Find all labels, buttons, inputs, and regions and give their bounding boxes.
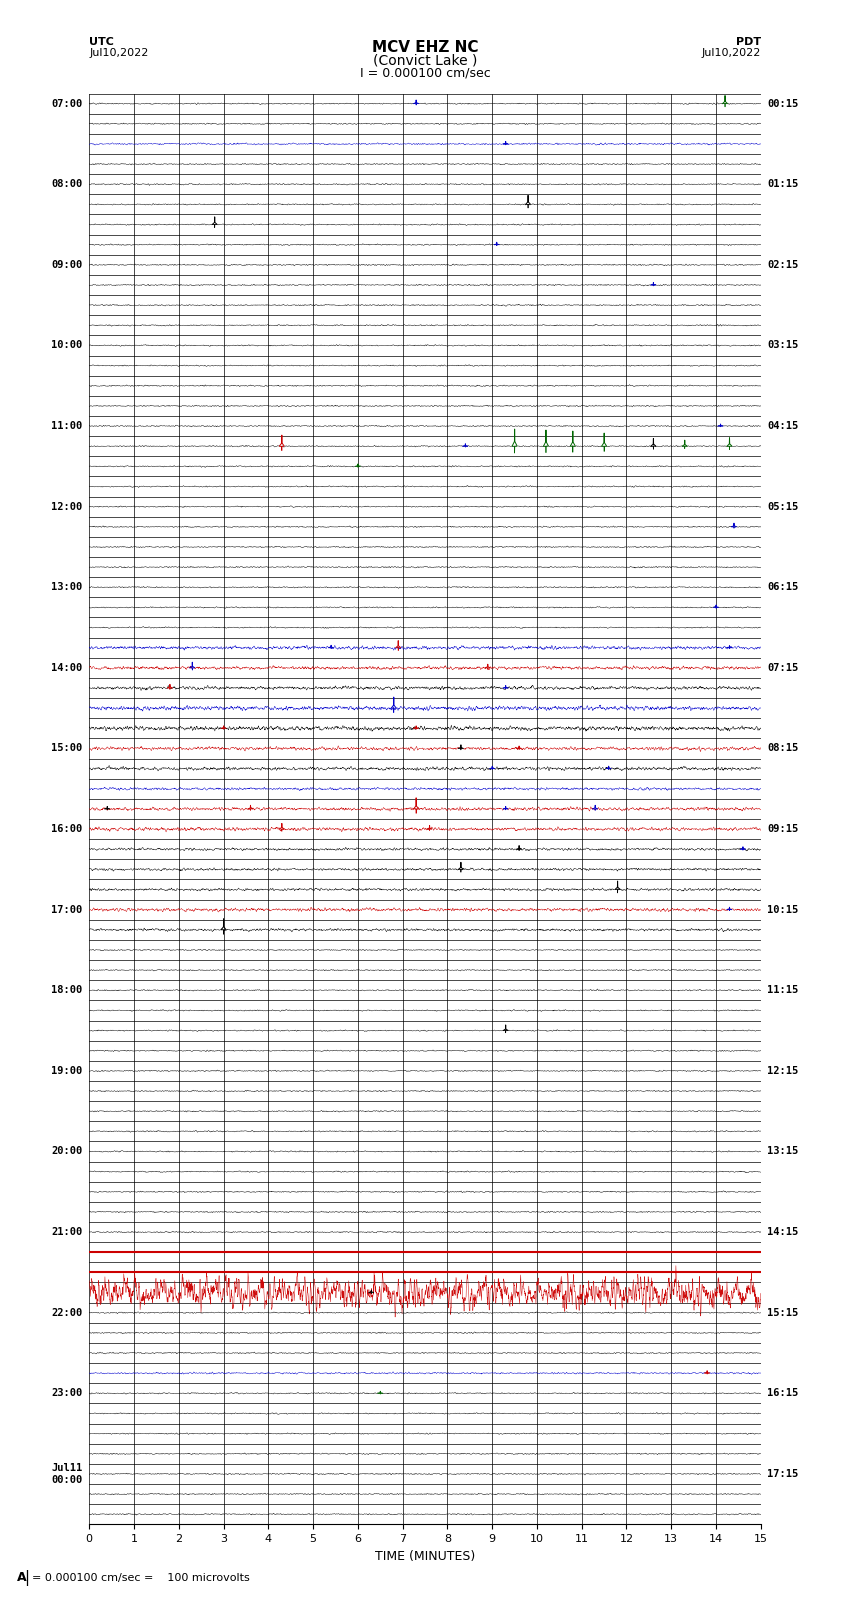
Text: A: A [17,1571,26,1584]
Text: 12:15: 12:15 [768,1066,799,1076]
Text: 22:00: 22:00 [51,1308,82,1318]
Text: 17:15: 17:15 [768,1469,799,1479]
Text: 10:00: 10:00 [51,340,82,350]
Text: 12:00: 12:00 [51,502,82,511]
Text: Jul10,2022: Jul10,2022 [89,48,149,58]
Text: 03:15: 03:15 [768,340,799,350]
Text: 09:00: 09:00 [51,260,82,269]
Text: I = 0.000100 cm/sec: I = 0.000100 cm/sec [360,66,490,79]
Text: 01:15: 01:15 [768,179,799,189]
Text: 05:15: 05:15 [768,502,799,511]
Text: (Convict Lake ): (Convict Lake ) [373,53,477,68]
Text: 04:15: 04:15 [768,421,799,431]
X-axis label: TIME (MINUTES): TIME (MINUTES) [375,1550,475,1563]
Text: MCV EHZ NC: MCV EHZ NC [371,40,479,55]
Text: UTC: UTC [89,37,114,47]
Text: 11:15: 11:15 [768,986,799,995]
Text: 13:15: 13:15 [768,1147,799,1157]
Text: 07:15: 07:15 [768,663,799,673]
Text: Jul10,2022: Jul10,2022 [701,48,761,58]
Text: 23:00: 23:00 [51,1389,82,1398]
Text: Jul11
00:00: Jul11 00:00 [51,1463,82,1484]
Text: 18:00: 18:00 [51,986,82,995]
Text: 06:15: 06:15 [768,582,799,592]
Text: 14:15: 14:15 [768,1227,799,1237]
Text: 08:15: 08:15 [768,744,799,753]
Text: 11:00: 11:00 [51,421,82,431]
Text: = 0.000100 cm/sec =    100 microvolts: = 0.000100 cm/sec = 100 microvolts [32,1573,250,1582]
Text: 19:00: 19:00 [51,1066,82,1076]
Text: 16:00: 16:00 [51,824,82,834]
Text: 00:15: 00:15 [768,98,799,108]
Text: PDT: PDT [735,37,761,47]
Text: 17:00: 17:00 [51,905,82,915]
Text: |: | [24,1569,29,1586]
Text: 09:15: 09:15 [768,824,799,834]
Text: 07:00: 07:00 [51,98,82,108]
Text: 16:15: 16:15 [768,1389,799,1398]
Text: 08:00: 08:00 [51,179,82,189]
Text: 02:15: 02:15 [768,260,799,269]
Text: 15:00: 15:00 [51,744,82,753]
Text: 14:00: 14:00 [51,663,82,673]
Text: 20:00: 20:00 [51,1147,82,1157]
Text: 15:15: 15:15 [768,1308,799,1318]
Text: 13:00: 13:00 [51,582,82,592]
Text: 10:15: 10:15 [768,905,799,915]
Text: 21:00: 21:00 [51,1227,82,1237]
